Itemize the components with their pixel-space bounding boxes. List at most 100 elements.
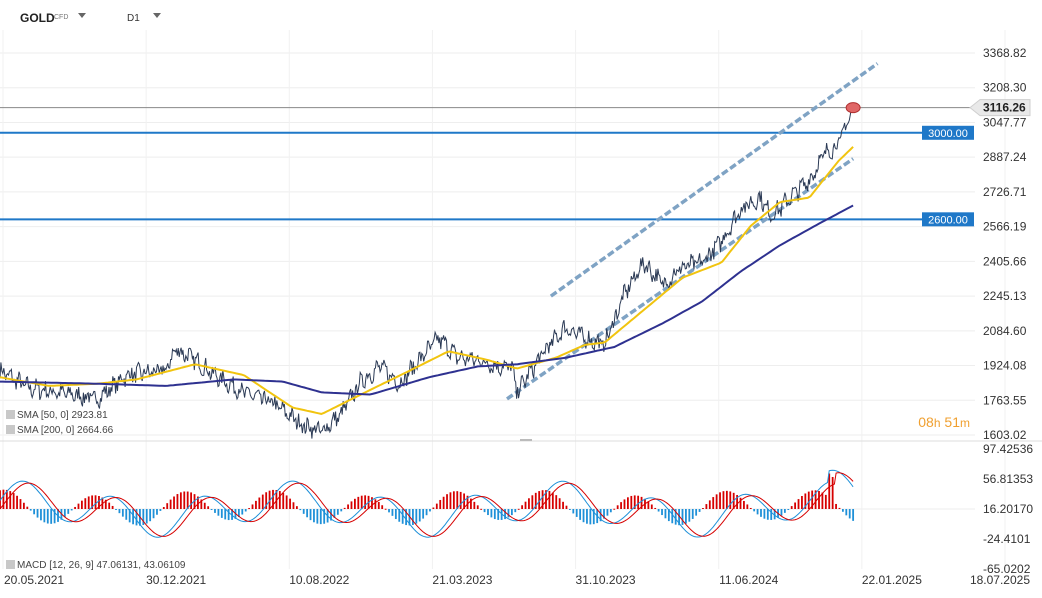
macd-histogram-bar [548,490,551,510]
sma50-legend[interactable]: SMA [50, 0] 2923.81 [6,410,108,421]
macd-histogram-bar [657,509,660,512]
macd-histogram-bar [818,491,820,510]
macd-histogram-bar [575,509,578,517]
macd-histogram-bar [186,491,189,510]
macd-histogram-bar [708,500,711,510]
macd-histogram-bar [405,509,407,526]
x-tick-label: 11.06.2024 [719,573,778,587]
macd-histogram-bar [74,506,76,510]
macd-histogram-bar [613,508,616,510]
macd-histogram-bar [640,496,643,510]
macd-histogram-bar [313,509,315,523]
timeframe-selector[interactable]: D1 [127,13,140,24]
macd-histogram-bar [384,508,387,510]
macd-histogram-bar [251,504,254,510]
macd-histogram-bar [848,509,851,519]
macd-histogram-bar [722,491,725,510]
macd-histogram-bar [606,509,609,516]
visibility-toggle-icon[interactable] [6,425,15,434]
signal-value: 43.06109 [143,560,186,571]
macd-histogram-bar [821,492,824,510]
x-tick-label: 30.12.2021 [146,573,206,587]
macd-histogram-bar [794,502,797,510]
chart-toolbar: GOLD CFD D1 [0,0,300,34]
last-price-marker [845,102,861,114]
macd-histogram-bar [282,492,285,510]
macd-histogram-bar [241,509,244,515]
macd-histogram-bar [22,502,25,510]
macd-histogram-bar [490,509,493,518]
macd-histogram-bar [33,509,36,515]
macd-histogram-bar [412,509,414,525]
macd-histogram-bar [824,494,827,510]
macd-histogram-bar [439,499,442,510]
macd-histogram-bar [91,495,94,510]
macd-histogram-bar [333,509,336,518]
macd-histogram-bar [145,509,148,524]
macd-histogram-bar [811,490,814,510]
visibility-toggle-icon[interactable] [6,560,15,569]
macd-histogram-bar [797,499,800,510]
symbol-name[interactable]: GOLD [20,11,55,25]
macd-histogram-bar [272,489,274,510]
macd-histogram-bar [664,509,667,519]
macd-histogram-bar [568,509,571,511]
price-series [0,105,854,439]
timeframe-dropdown-icon[interactable] [153,13,161,18]
macd-histogram-bar [118,509,121,514]
macd-histogram-bar [265,492,268,510]
macd-histogram-bar [705,504,708,510]
macd-histogram-bar [203,502,206,510]
visibility-toggle-icon[interactable] [6,410,15,419]
macd-histogram-bar [841,509,844,512]
macd-histogram-bar [408,509,411,526]
macd-histogram-bar [712,497,715,510]
macd-histogram-bar [804,493,807,510]
y-tick-label: 1924.08 [983,359,1027,373]
macd-histogram-bar [678,509,680,526]
macd-histogram-bar [510,509,513,516]
macd-histogram-bar [783,509,786,513]
macd-histogram-bar [200,499,203,510]
macd-legend[interactable]: MACD [12, 26, 9] 47.06131, 43.06109 [6,560,185,571]
macd-histogram-bar [156,509,158,515]
macd-y-tick-label: 16.20170 [983,502,1033,516]
macd-histogram-bar [766,509,769,520]
macd-histogram-bar [725,490,728,510]
macd-histogram-bar [166,503,169,510]
sma200-legend[interactable]: SMA [200, 0] 2664.66 [6,425,113,436]
panel-resize-handle [520,439,532,441]
macd-histogram-bar [207,506,210,510]
macd-histogram-bar [244,509,247,512]
macd-histogram-bar [749,507,752,510]
macd-histogram-bar [36,509,39,518]
macd-histogram-bar [231,509,233,520]
macd-histogram-bar [572,509,575,514]
macd-histogram-bar [43,509,46,523]
channel-line-upper [549,62,879,298]
y-tick-label: 2084.60 [983,324,1027,338]
macd-histogram-bar [582,509,585,523]
macd-histogram-bar [545,490,547,510]
macd-histogram-bar [729,491,732,510]
macd-histogram-bar [237,509,240,518]
macd-histogram-bar [299,509,302,511]
sma200-series [0,204,854,396]
macd-histogram-bar [671,509,674,524]
macd-histogram-bar [108,502,111,510]
macd-histogram-bar [627,497,629,510]
macd-histogram-bar [483,509,486,513]
macd-histogram-bar [609,509,612,513]
symbol-dropdown-icon[interactable] [78,13,86,18]
macd-histogram-bar [84,498,87,510]
macd-histogram-bar [661,509,663,516]
macd-histogram-bar [719,492,721,510]
macd-histogram-bar [162,507,165,510]
macd-histogram-bar [845,509,848,516]
macd-histogram-bar [398,509,401,522]
macd-histogram-bar [40,509,42,521]
y-tick-label: 2726.71 [983,185,1027,199]
macd-histogram-bar [248,508,251,510]
macd-histogram-bar [183,491,186,510]
